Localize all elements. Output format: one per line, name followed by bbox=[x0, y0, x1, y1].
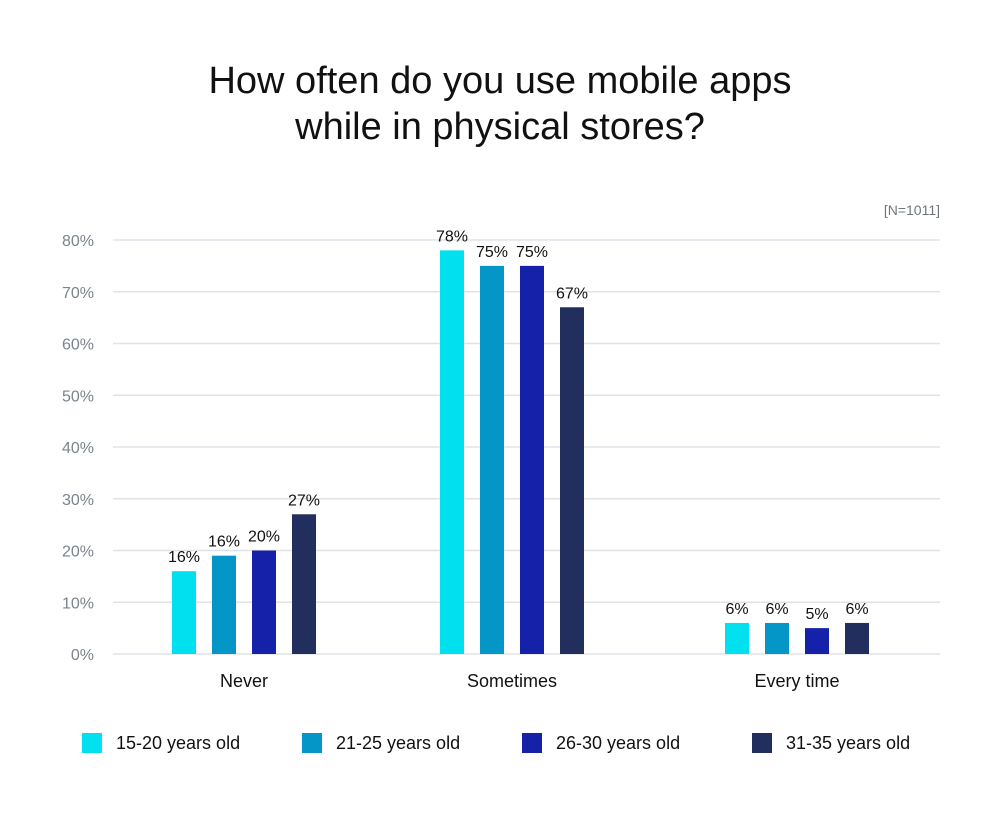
data-label: 6% bbox=[765, 601, 788, 618]
bar bbox=[520, 265, 544, 654]
y-tick-label: 60% bbox=[62, 337, 94, 354]
bar-chart: 0% 10% 20% 30% 40% 50% 60% 70% 80% 16% 16% 20% 27% Ne… bbox=[62, 228, 940, 691]
chart-title-line-1: How often do you use mobile apps bbox=[208, 60, 792, 102]
legend-swatch bbox=[302, 733, 322, 753]
x-category-label: Never bbox=[220, 671, 268, 691]
y-tick-label: 0% bbox=[71, 647, 94, 664]
legend-swatch bbox=[752, 733, 772, 753]
legend-swatch bbox=[522, 733, 542, 753]
data-label: 16% bbox=[208, 534, 240, 551]
legend-item-26-30: 26-30 years old bbox=[522, 728, 680, 758]
legend-label: 21-25 years old bbox=[336, 732, 461, 753]
data-label: 78% bbox=[436, 228, 468, 245]
bar bbox=[440, 250, 464, 654]
y-tick-label: 40% bbox=[62, 440, 94, 457]
data-label: 67% bbox=[556, 285, 588, 302]
y-tick-label: 70% bbox=[62, 285, 94, 302]
data-label: 75% bbox=[516, 244, 548, 261]
bar bbox=[292, 514, 316, 654]
data-label: 16% bbox=[168, 549, 200, 566]
y-tick-label: 30% bbox=[62, 492, 94, 509]
bar bbox=[480, 265, 504, 654]
legend-item-21-25: 21-25 years old bbox=[302, 728, 460, 758]
bar bbox=[212, 555, 236, 654]
data-label: 20% bbox=[248, 529, 280, 546]
data-label: 6% bbox=[725, 601, 748, 618]
bar bbox=[172, 571, 196, 654]
x-category-label: Every time bbox=[754, 671, 839, 691]
legend-label: 15-20 years old bbox=[116, 732, 241, 753]
x-category-label: Sometimes bbox=[467, 671, 557, 691]
legend: 15-20 years old 21-25 years old 26-30 ye… bbox=[0, 728, 1000, 758]
chart-title: How often do you use mobile apps while i… bbox=[0, 58, 1000, 150]
data-label: 5% bbox=[805, 606, 828, 623]
sample-size-note: [N=1011] bbox=[883, 202, 940, 218]
data-label: 75% bbox=[476, 244, 508, 261]
y-tick-label: 80% bbox=[62, 233, 94, 250]
data-label: 6% bbox=[845, 601, 868, 618]
bar bbox=[252, 550, 276, 654]
data-label: 27% bbox=[288, 492, 320, 509]
y-tick-label: 10% bbox=[62, 595, 94, 612]
bar bbox=[725, 622, 749, 654]
chart-title-line-2: while in physical stores? bbox=[295, 106, 705, 148]
legend-item-15-20: 15-20 years old bbox=[82, 728, 240, 758]
legend-swatch bbox=[82, 733, 102, 753]
bar bbox=[765, 622, 789, 654]
bar bbox=[805, 628, 829, 654]
legend-item-31-35: 31-35 years old bbox=[752, 728, 910, 758]
y-tick-label: 20% bbox=[62, 544, 94, 561]
bar bbox=[845, 622, 869, 654]
bar bbox=[560, 307, 584, 654]
legend-label: 26-30 years old bbox=[556, 732, 681, 753]
y-tick-label: 50% bbox=[62, 388, 94, 405]
legend-label: 31-35 years old bbox=[786, 732, 911, 753]
